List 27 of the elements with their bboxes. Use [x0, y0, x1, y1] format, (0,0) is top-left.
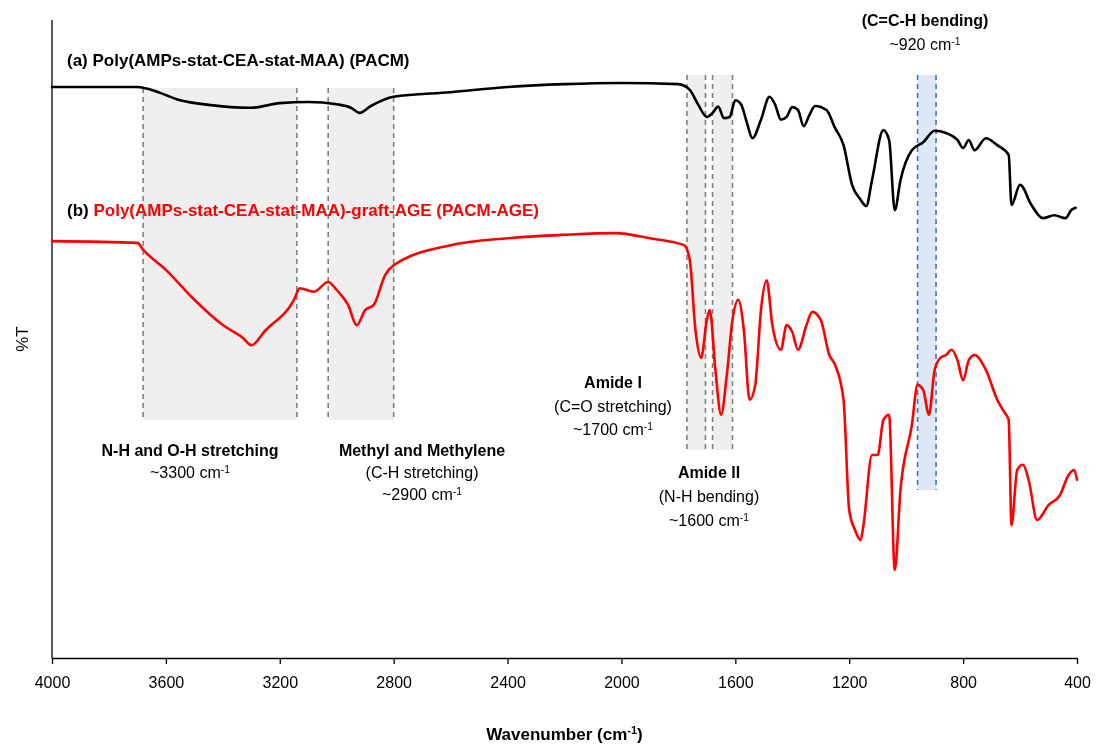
text: ~920 cm$^{-1}$ — [889, 35, 961, 53]
annotation: ~1600 cm$^{-1}$ — [669, 511, 750, 529]
annotation: N-H and O-H stretching — [101, 442, 279, 459]
y-axis-title: %T — [13, 326, 32, 352]
x-tick-label: 1600 — [718, 673, 754, 691]
x-tick-label: 400 — [1064, 673, 1091, 691]
annotation: (N-H bending) — [658, 488, 760, 505]
annotation: (C=O stretching) — [554, 398, 672, 415]
x-tick-label: 3600 — [148, 673, 185, 691]
text: (C=C-H bending) — [861, 12, 989, 29]
x-tick-label: 2000 — [604, 673, 640, 691]
annotation: Amide II — [677, 464, 741, 481]
annotation: ~2900 cm$^{-1}$ — [382, 485, 463, 503]
annotation: ~3300 cm$^{-1}$ — [150, 463, 231, 481]
annotation: Methyl and Methylene — [338, 442, 506, 459]
x-tick-label: 2400 — [490, 673, 526, 691]
series-label: (b) Poly(AMPs-stat-CEA-stat-MAA)-graft-AGE (PACM-AGE) — [67, 201, 539, 220]
x-tick-label: 2800 — [376, 673, 413, 691]
annotation: (C-H stretching) — [365, 464, 479, 481]
x-tick-label: 800 — [950, 673, 978, 691]
series-label: (a) Poly(AMPs-stat-CEA-stat-MAA) (PACM) — [67, 51, 410, 70]
x-tick-label: 4000 — [34, 673, 71, 691]
annotation: Amide I — [584, 374, 642, 391]
x-tick-label: 1200 — [831, 673, 868, 691]
annotation: ~1700 cm$^{-1}$ — [573, 420, 654, 438]
x-tick-label: 3200 — [262, 673, 299, 691]
x-axis-title: Wavenumber (cm$^{-1}$) — [486, 724, 643, 744]
